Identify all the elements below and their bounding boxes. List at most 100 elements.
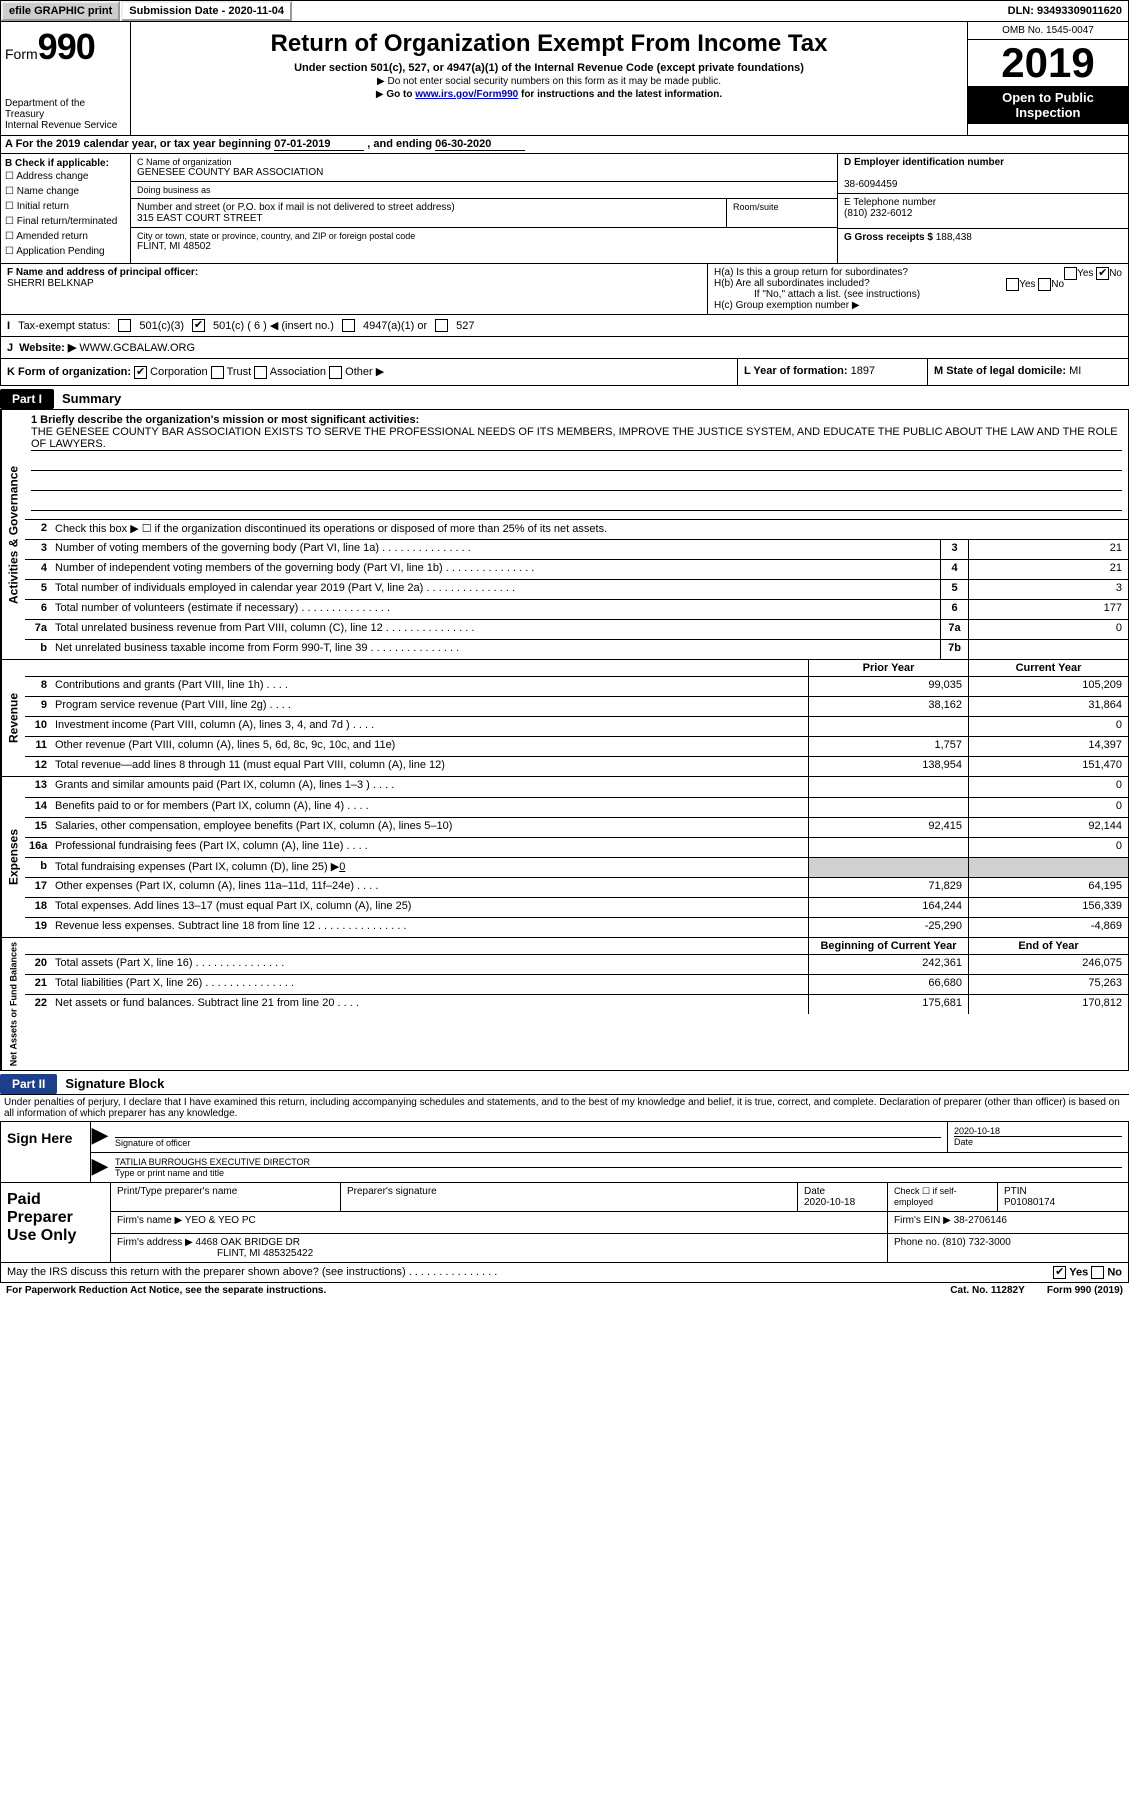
ha-label: H(a) Is this a group return for subordin… xyxy=(714,267,908,278)
mission-block: 1 Briefly describe the organization's mi… xyxy=(25,410,1128,519)
phone-value: (810) 232-6012 xyxy=(844,208,912,219)
prep-firm-value: YEO & YEO PC xyxy=(185,1215,256,1226)
prep-selfemp-label: Check ☐ if self-employed xyxy=(888,1183,998,1211)
efile-button[interactable]: efile GRAPHIC print xyxy=(1,1,120,21)
receipts-label: G Gross receipts $ xyxy=(844,232,933,243)
street-label: Number and street (or P.O. box if mail i… xyxy=(137,202,720,213)
row-14: 14Benefits paid to or for members (Part … xyxy=(25,797,1128,817)
chk-501c3[interactable] xyxy=(118,319,131,332)
row-6-val: 177 xyxy=(968,600,1128,619)
row-8-current: 105,209 xyxy=(968,677,1128,696)
chk-address-change[interactable]: Address change xyxy=(5,169,126,184)
chk-final-return[interactable]: Final return/terminated xyxy=(5,214,126,229)
street-cell: Number and street (or P.O. box if mail i… xyxy=(131,199,727,227)
row-9: 9Program service revenue (Part VIII, lin… xyxy=(25,696,1128,716)
row-9-prior: 38,162 xyxy=(808,697,968,716)
line-j-website: J Website: ▶ WWW.GCBALAW.ORG xyxy=(0,337,1129,359)
k-cell: K Form of organization: ✔ Corporation Tr… xyxy=(1,359,738,385)
ha-yesno: Yes ✔No xyxy=(1064,267,1122,280)
col-c-org: C Name of organization GENESEE COUNTY BA… xyxy=(131,154,838,263)
row-21-current: 75,263 xyxy=(968,975,1128,994)
ha-yes-box[interactable] xyxy=(1064,267,1077,280)
officer-date-label: Date xyxy=(954,1137,973,1147)
preparer-body: Print/Type preparer's name Preparer's si… xyxy=(111,1183,1128,1262)
officer-name: SHERRI BELKNAP xyxy=(7,278,94,289)
side-expenses: Expenses xyxy=(1,777,25,937)
street-row: Number and street (or P.O. box if mail i… xyxy=(131,199,837,228)
footer-left: For Paperwork Reduction Act Notice, see … xyxy=(6,1285,326,1296)
chk-trust[interactable] xyxy=(211,366,224,379)
row-16a-desc: Professional fundraising fees (Part IX, … xyxy=(51,838,808,857)
chk-527[interactable] xyxy=(435,319,448,332)
discuss-yes-box[interactable]: ✔ xyxy=(1053,1266,1066,1279)
chk-name-change[interactable]: Name change xyxy=(5,184,126,199)
chk-4947[interactable] xyxy=(342,319,355,332)
prep-row-2: Firm's name ▶ YEO & YEO PC Firm's EIN ▶ … xyxy=(111,1212,1128,1234)
row-22: 22Net assets or fund balances. Subtract … xyxy=(25,994,1128,1014)
lbl-trust: Trust xyxy=(227,366,252,378)
revenue-body: Prior Year Current Year 8Contributions a… xyxy=(25,660,1128,776)
ein-label: D Employer identification number xyxy=(844,157,1004,168)
row-9-current: 31,864 xyxy=(968,697,1128,716)
row-5-val: 3 xyxy=(968,580,1128,599)
row-7a: 7aTotal unrelated business revenue from … xyxy=(25,619,1128,639)
prep-sig-label: Preparer's signature xyxy=(341,1183,798,1211)
dept-treasury: Department of the Treasury xyxy=(5,98,126,120)
chk-application-pending[interactable]: Application Pending xyxy=(5,244,126,259)
line-klm: K Form of organization: ✔ Corporation Tr… xyxy=(0,359,1129,386)
row-7a-desc: Total unrelated business revenue from Pa… xyxy=(51,620,940,639)
row-14-desc: Benefits paid to or for members (Part IX… xyxy=(51,798,808,817)
note2-pre: Go to xyxy=(386,89,415,100)
row-8: 8Contributions and grants (Part VIII, li… xyxy=(25,676,1128,696)
part-ii-header: Part II Signature Block xyxy=(0,1074,1129,1094)
website-value: WWW.GCBALAW.ORG xyxy=(79,342,195,354)
row-20: 20Total assets (Part X, line 16) 242,361… xyxy=(25,954,1128,974)
row-19-current: -4,869 xyxy=(968,918,1128,937)
row-8-prior: 99,035 xyxy=(808,677,968,696)
chk-other[interactable] xyxy=(329,366,342,379)
mission-text: THE GENESEE COUNTY BAR ASSOCIATION EXIST… xyxy=(31,426,1122,451)
row-14-prior xyxy=(808,798,968,817)
sig-line-1: ▶ Signature of officer 2020-10-18 Date xyxy=(91,1122,1128,1153)
chk-assoc[interactable] xyxy=(254,366,267,379)
hb-row: H(b) Are all subordinates included? Yes … xyxy=(714,278,1122,289)
m-value: MI xyxy=(1069,365,1081,377)
hb-yes-box[interactable] xyxy=(1006,278,1019,291)
prep-name-label: Print/Type preparer's name xyxy=(111,1183,341,1211)
summary-netassets: Net Assets or Fund Balances Beginning of… xyxy=(0,938,1129,1071)
row-11: 11Other revenue (Part VIII, column (A), … xyxy=(25,736,1128,756)
officer-date-cell: 2020-10-18 Date xyxy=(948,1122,1128,1152)
l-label: L Year of formation: xyxy=(744,365,848,377)
ha-no-box[interactable]: ✔ xyxy=(1096,267,1109,280)
phone-label: E Telephone number xyxy=(844,197,936,208)
officer-group-block: F Name and address of principal officer:… xyxy=(0,264,1129,315)
row-12-current: 151,470 xyxy=(968,757,1128,776)
page-footer: For Paperwork Reduction Act Notice, see … xyxy=(0,1283,1129,1298)
discuss-no-box[interactable] xyxy=(1091,1266,1104,1279)
row-19-prior: -25,290 xyxy=(808,918,968,937)
row-4-desc: Number of independent voting members of … xyxy=(51,560,940,579)
hb-yes: Yes xyxy=(1019,279,1035,290)
row-21-prior: 66,680 xyxy=(808,975,968,994)
irs-label: Internal Revenue Service xyxy=(5,120,126,131)
phone-cell: E Telephone number (810) 232-6012 xyxy=(838,194,1128,229)
header-center: Return of Organization Exempt From Incom… xyxy=(131,22,968,135)
prep-firm-label: Firm's name ▶ xyxy=(117,1215,182,1226)
col-d-right: D Employer identification number 38-6094… xyxy=(838,154,1128,263)
receipts-value: 188,438 xyxy=(936,232,972,243)
row-13-current: 0 xyxy=(968,777,1128,797)
row-13-prior xyxy=(808,777,968,797)
chk-501c[interactable]: ✔ xyxy=(192,319,205,332)
irs-link[interactable]: www.irs.gov/Form990 xyxy=(415,89,518,100)
row-20-prior: 242,361 xyxy=(808,955,968,974)
j-lbl: J xyxy=(7,342,13,354)
chk-initial-return[interactable]: Initial return xyxy=(5,199,126,214)
row-6: 6Total number of volunteers (estimate if… xyxy=(25,599,1128,619)
row-12: 12Total revenue—add lines 8 through 11 (… xyxy=(25,756,1128,776)
chk-amended-return[interactable]: Amended return xyxy=(5,229,126,244)
l-cell: L Year of formation: 1897 xyxy=(738,359,928,385)
hb-no-box[interactable] xyxy=(1038,278,1051,291)
chk-corp[interactable]: ✔ xyxy=(134,366,147,379)
side-revenue: Revenue xyxy=(1,660,25,776)
group-return-cell: H(a) Is this a group return for subordin… xyxy=(708,264,1128,314)
